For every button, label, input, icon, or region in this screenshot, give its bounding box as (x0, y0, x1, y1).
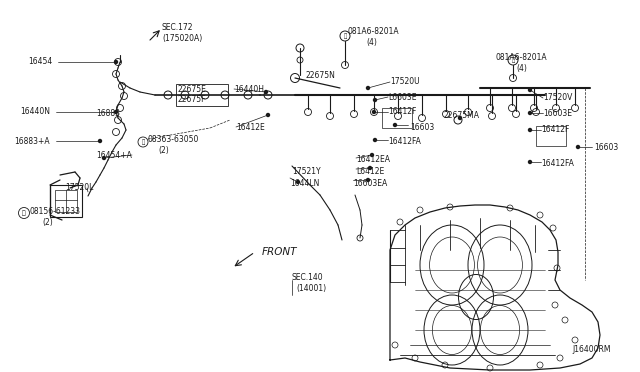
Text: L6412E: L6412E (356, 167, 384, 176)
Circle shape (367, 179, 369, 182)
Text: 22675N: 22675N (306, 71, 336, 80)
Text: (14001): (14001) (296, 285, 326, 294)
Text: J16400RM: J16400RM (572, 346, 611, 355)
Circle shape (369, 167, 371, 170)
Circle shape (371, 154, 374, 157)
Text: 16454: 16454 (28, 58, 52, 67)
Circle shape (115, 61, 118, 64)
Circle shape (529, 112, 531, 115)
Circle shape (458, 116, 461, 119)
Text: (2): (2) (158, 145, 169, 154)
Text: (2): (2) (42, 218, 52, 227)
Circle shape (529, 89, 531, 92)
Text: FRONT: FRONT (262, 247, 298, 257)
Text: 16883+A: 16883+A (14, 137, 50, 145)
Text: 16603EA: 16603EA (353, 179, 387, 187)
Text: 16603: 16603 (410, 122, 435, 131)
Text: 22675MA: 22675MA (443, 112, 479, 121)
Bar (50, 185, 82, 217)
Text: SEC.172: SEC.172 (162, 23, 193, 32)
Circle shape (367, 87, 369, 90)
Circle shape (264, 90, 268, 93)
Text: 081A6-8201A: 081A6-8201A (495, 52, 547, 61)
Text: (175020A): (175020A) (162, 35, 202, 44)
Bar (382, 108, 412, 128)
Circle shape (374, 138, 376, 141)
Text: (4): (4) (516, 64, 527, 73)
Text: Ⓑ: Ⓑ (511, 57, 515, 63)
Circle shape (577, 145, 579, 148)
Text: 17521Y: 17521Y (292, 167, 321, 176)
Circle shape (529, 160, 531, 164)
Text: 16883: 16883 (96, 109, 120, 118)
Text: Ⓑ: Ⓑ (344, 33, 347, 39)
Circle shape (115, 110, 118, 113)
Text: 17520U: 17520U (390, 77, 420, 87)
Text: 16412E: 16412E (236, 122, 265, 131)
Bar (536, 126, 566, 146)
Text: 16440N: 16440N (20, 108, 50, 116)
Text: 16412EA: 16412EA (356, 155, 390, 164)
Text: 16412FA: 16412FA (388, 138, 421, 147)
Text: 081A6-8201A: 081A6-8201A (348, 28, 399, 36)
Circle shape (529, 128, 531, 131)
Text: SEC.140: SEC.140 (292, 273, 324, 282)
Bar (55, 190, 77, 212)
Circle shape (372, 110, 376, 113)
Circle shape (296, 180, 300, 183)
Text: L6603E: L6603E (388, 93, 417, 102)
Text: 16603E: 16603E (543, 109, 572, 118)
Text: 17520L: 17520L (65, 183, 93, 192)
Text: 22675F: 22675F (178, 96, 207, 105)
Circle shape (266, 113, 269, 116)
Circle shape (374, 99, 376, 102)
Text: 08156-61233: 08156-61233 (30, 206, 81, 215)
Text: 16454+A: 16454+A (96, 151, 132, 160)
Text: 1644LN: 1644LN (290, 179, 319, 187)
Text: 16412F: 16412F (541, 125, 570, 135)
Circle shape (99, 140, 102, 142)
Text: (4): (4) (366, 38, 377, 48)
Text: 22675E: 22675E (178, 84, 207, 93)
Text: 16603: 16603 (594, 144, 618, 153)
Circle shape (102, 157, 106, 160)
Bar (176, 84, 228, 106)
Text: Ⓑ: Ⓑ (22, 210, 26, 216)
Text: 08363-63050: 08363-63050 (148, 135, 200, 144)
Text: 16412FA: 16412FA (541, 158, 574, 167)
Circle shape (394, 124, 397, 126)
Text: 16440H: 16440H (234, 84, 264, 93)
Text: Ⓑ: Ⓑ (141, 139, 145, 145)
Text: 17520V: 17520V (543, 93, 572, 103)
Text: 16412F: 16412F (388, 108, 417, 116)
